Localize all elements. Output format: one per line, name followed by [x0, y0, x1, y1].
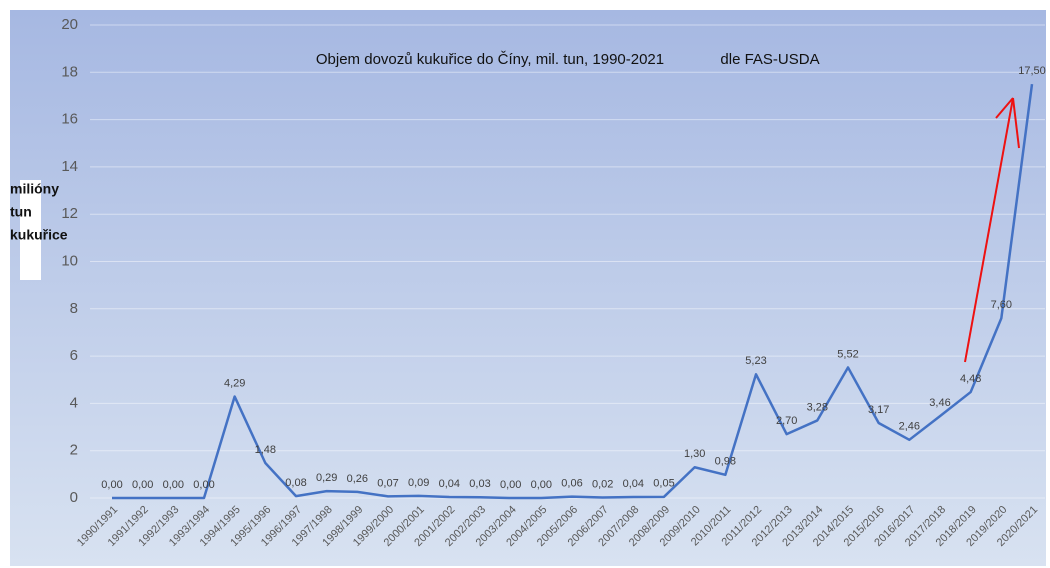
data-label: 0,98 [715, 456, 736, 468]
data-label: 4,48 [960, 373, 981, 385]
data-label: 2,70 [776, 415, 797, 427]
data-label: 3,46 [929, 397, 950, 409]
y-tick-label: 8 [70, 300, 78, 317]
y-tick-label: 0 [70, 489, 78, 506]
data-label: 0,04 [623, 478, 644, 490]
y-tick-label: 12 [61, 205, 78, 222]
data-label: 0,00 [101, 479, 122, 491]
y-tick-label: 20 [61, 16, 78, 33]
chart-title: Objem dovozů kukuřice do Číny, mil. tun,… [316, 51, 664, 68]
data-label: 0,08 [285, 477, 306, 489]
y-tick-label: 16 [61, 111, 78, 128]
data-label: 5,23 [745, 355, 766, 367]
y-tick-label: 6 [70, 347, 78, 364]
data-label: 0,07 [377, 477, 398, 489]
data-label: 0,26 [347, 473, 368, 485]
y-tick-label: 2 [70, 442, 78, 459]
data-label: 3,28 [807, 401, 828, 413]
data-label: 2,46 [899, 421, 920, 433]
data-label: 0,06 [561, 477, 582, 489]
data-label: 3,17 [868, 404, 889, 416]
annotation: dle FAS-USDA [720, 51, 819, 68]
y-tick-label: 14 [61, 158, 78, 175]
data-label: 0,02 [592, 478, 613, 490]
data-label: 17,50 [1018, 65, 1046, 77]
data-label: 1,48 [255, 444, 276, 456]
data-label: 4,29 [224, 377, 245, 389]
data-label: 0,29 [316, 472, 337, 484]
data-label: 0,00 [132, 479, 153, 491]
y-axis-label: milióny [10, 181, 59, 197]
data-label: 5,52 [837, 348, 858, 360]
data-label: 0,09 [408, 477, 429, 489]
y-axis-label: tun [10, 204, 32, 220]
red-arrow [964, 97, 1020, 363]
y-label-box [20, 180, 41, 280]
data-label: 0,04 [439, 478, 460, 490]
y-tick-label: 10 [61, 252, 78, 269]
data-label: 0,03 [469, 478, 490, 490]
data-label: 7,60 [991, 299, 1012, 311]
y-tick-label: 4 [70, 394, 78, 411]
line [112, 83, 1034, 500]
data-label: 0,05 [653, 478, 674, 490]
data-label: 0,00 [163, 479, 184, 491]
y-tick-label: 18 [61, 63, 78, 80]
data-label: 0,00 [193, 479, 214, 491]
data-label: 1,30 [684, 448, 705, 460]
y-axis-label: kukuřice [10, 227, 68, 243]
plot-background [10, 10, 1046, 566]
data-label: 0,00 [531, 479, 552, 491]
data-label: 0,00 [500, 479, 521, 491]
